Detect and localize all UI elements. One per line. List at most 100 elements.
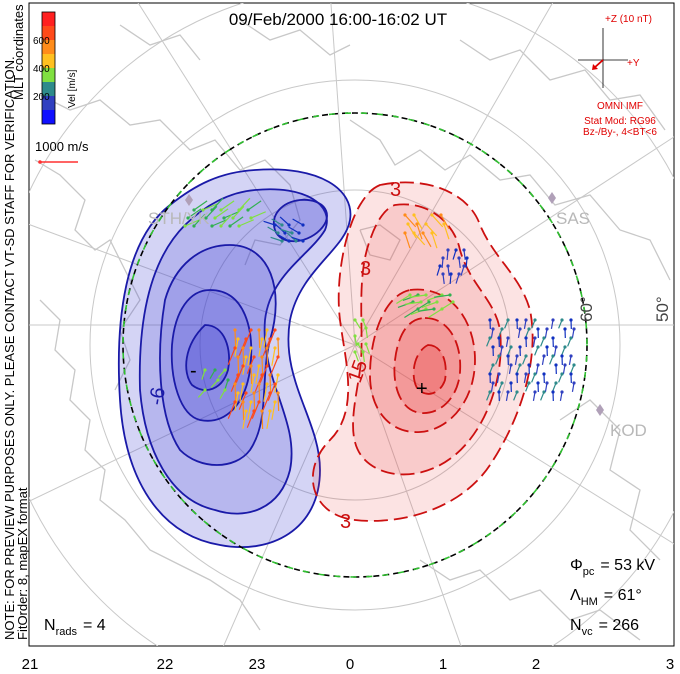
velocity-vector-origin (252, 373, 256, 377)
velocity-vector-origin (216, 378, 220, 382)
velocity-vector (187, 208, 202, 219)
velocity-vector-origin (500, 327, 504, 331)
velocity-vector (263, 220, 276, 226)
colorbar-tick-200: 200 (33, 92, 50, 103)
velocity-vector-origin (427, 300, 431, 304)
velocity-vector-origin (491, 363, 495, 367)
latitude-label-50: 50° (653, 296, 672, 322)
velocity-vector-origin (524, 372, 528, 376)
velocity-vector-origin (451, 300, 455, 304)
velocity-vector-origin (203, 368, 207, 372)
velocity-vector-origin (257, 328, 261, 332)
velocity-vector-origin (233, 346, 237, 350)
velocity-vector-origin (442, 222, 446, 226)
velocity-vector-origin (257, 382, 261, 386)
velocity-vector-origin (364, 326, 368, 330)
velocity-vector (247, 401, 252, 420)
velocity-vector (250, 211, 266, 219)
velocity-vector (258, 329, 261, 349)
velocity-vector-origin (210, 224, 214, 228)
velocity-vector (413, 232, 426, 246)
velocity-vector-origin (533, 318, 537, 322)
velocity-vector-origin (364, 342, 368, 346)
velocity-vector-origin (192, 224, 196, 228)
station-label-sas: SAS (556, 209, 590, 228)
velocity-vector-origin (563, 363, 567, 367)
velocity-vector (405, 301, 422, 305)
velocity-vector (413, 214, 423, 230)
imf-scale-label: +Z (10 nT) (605, 14, 652, 25)
velocity-vector-origin (563, 327, 567, 331)
coordinate-system-label: MLT coordinates (11, 4, 26, 100)
velocity-vector (278, 234, 290, 242)
contour-label-negative-6: -6 (145, 386, 170, 407)
velocity-vector-origin (237, 224, 241, 228)
velocity-vector-origin (457, 256, 461, 260)
velocity-vector-origin (260, 409, 264, 413)
velocity-vector-origin (273, 346, 277, 350)
velocity-vector-origin (533, 390, 537, 394)
velocity-vector-origin (223, 368, 227, 372)
velocity-vector (246, 410, 255, 428)
velocity-vector-origin (509, 363, 513, 367)
velocity-vector-origin (462, 248, 466, 252)
velocity-vector-origin (509, 381, 513, 385)
velocity-vector (217, 369, 226, 378)
velocity-vector-origin (506, 336, 510, 340)
velocity-vector (428, 308, 443, 318)
velocity-vector-origin (497, 336, 501, 340)
velocity-vector (242, 410, 247, 429)
velocity-vector (220, 213, 233, 227)
velocity-vector-origin (403, 231, 407, 235)
velocity-vector (227, 401, 236, 419)
velocity-vector-origin (533, 336, 537, 340)
velocity-vector-origin (241, 400, 245, 404)
velocity-vector (263, 383, 268, 402)
velocity-vector-origin (506, 318, 510, 322)
velocity-vector-origin (203, 388, 207, 392)
velocity-vector-origin (432, 307, 436, 311)
velocity-vector-origin (244, 355, 248, 359)
velocity-vector (210, 379, 219, 388)
contour-label-positive-3b: 3 (360, 258, 371, 280)
velocity-vector-origin (361, 350, 365, 354)
velocity-vector-origin (419, 300, 423, 304)
velocity-vector-origin (569, 372, 573, 376)
stat-phi-pc: Φpc = 53 kV (570, 557, 655, 578)
velocity-vector-origin (233, 400, 237, 404)
velocity-vector-origin (353, 318, 357, 322)
velocity-vector (247, 200, 262, 211)
velocity-vector-origin (569, 354, 573, 358)
velocity-vector (250, 365, 253, 385)
velocity-vector-origin (424, 293, 428, 297)
velocity-vector (449, 273, 452, 285)
velocity-vector-origin (226, 378, 230, 382)
mlt-axis: 21 22 23 0 1 2 3 (22, 656, 675, 673)
velocity-vector (443, 223, 450, 240)
velocity-vector (271, 347, 276, 366)
velocity-vector-origin (213, 216, 217, 220)
velocity-vector-origin (244, 409, 248, 413)
velocity-vector-origin (265, 364, 269, 368)
velocity-vector (404, 232, 411, 249)
hm-boundary-markers (122, 112, 588, 578)
velocity-vector-origin (462, 264, 466, 268)
velocity-vector-origin (545, 327, 549, 331)
velocity-vector-origin (430, 213, 434, 217)
velocity-vector (258, 383, 261, 403)
velocity-vector (250, 374, 255, 393)
colorbar-tick-400: 400 (33, 64, 50, 75)
velocity-vector (255, 365, 260, 384)
velocity-vector-origin (353, 350, 357, 354)
velocity-vector-origin (465, 256, 469, 260)
velocity-vector-origin (219, 208, 223, 212)
velocity-vector-origin (542, 372, 546, 376)
velocity-vector-origin (527, 327, 531, 331)
velocity-vector-origin (515, 372, 519, 376)
velocity-vector-origin (260, 355, 264, 359)
velocity-vector-origin (283, 231, 287, 235)
imf-source: OMNI IMF (597, 101, 643, 112)
velocity-vector-origin (301, 239, 305, 243)
velocity-vector (193, 200, 208, 211)
